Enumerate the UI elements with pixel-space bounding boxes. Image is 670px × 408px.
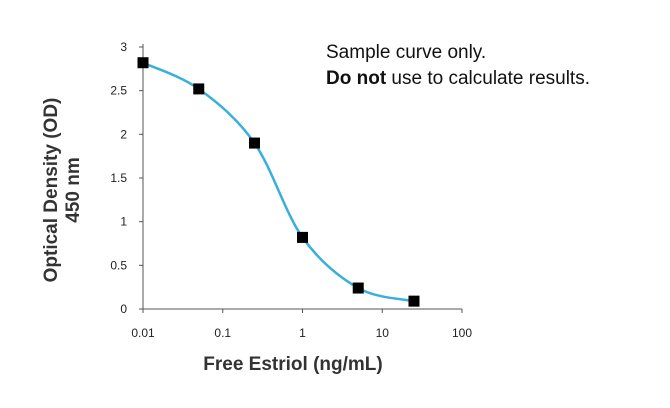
y-tick-label: 1: [120, 215, 127, 229]
data-point: [248, 137, 260, 149]
x-tick-label: 10: [376, 326, 390, 340]
fit-curve: [142, 61, 415, 303]
note-line2: Do not use to calculate results.: [326, 66, 590, 92]
y-tick-label: 1.5: [110, 171, 127, 185]
note-line1: Sample curve only.: [326, 42, 487, 63]
note-emphasis: Do not: [326, 68, 387, 89]
note-line2-rest: use to calculate results.: [386, 68, 590, 89]
data-point: [408, 295, 420, 307]
y-tick-label: 0: [120, 302, 127, 316]
y-tick-label: 2.5: [110, 84, 127, 98]
data-point: [193, 83, 205, 95]
x-ticks: 0.01 0.1 1 10 100: [131, 309, 472, 340]
x-axis-title: Free Estriol (ng/mL): [203, 354, 382, 375]
data-point: [137, 57, 149, 69]
y-ticks: 0 0.5 1 1.5 2 2.5 3: [110, 40, 143, 316]
x-tick-label: 100: [452, 326, 472, 340]
x-tick-label: 0.01: [131, 326, 155, 340]
markers: [137, 57, 420, 307]
y-tick-label: 0.5: [110, 258, 127, 272]
data-point: [297, 231, 308, 243]
y-tick-label: 2: [120, 127, 127, 141]
x-tick-label: 0.1: [214, 326, 231, 340]
data-point: [352, 282, 364, 294]
y-axis-title-line1: Optical Density (OD): [41, 98, 62, 283]
y-axis-title-line2: 450 nm: [63, 157, 84, 222]
y-tick-label: 3: [120, 40, 127, 54]
x-tick-label: 1: [299, 326, 306, 340]
sample-note: Sample curve only. Do not use to calcula…: [326, 40, 590, 92]
